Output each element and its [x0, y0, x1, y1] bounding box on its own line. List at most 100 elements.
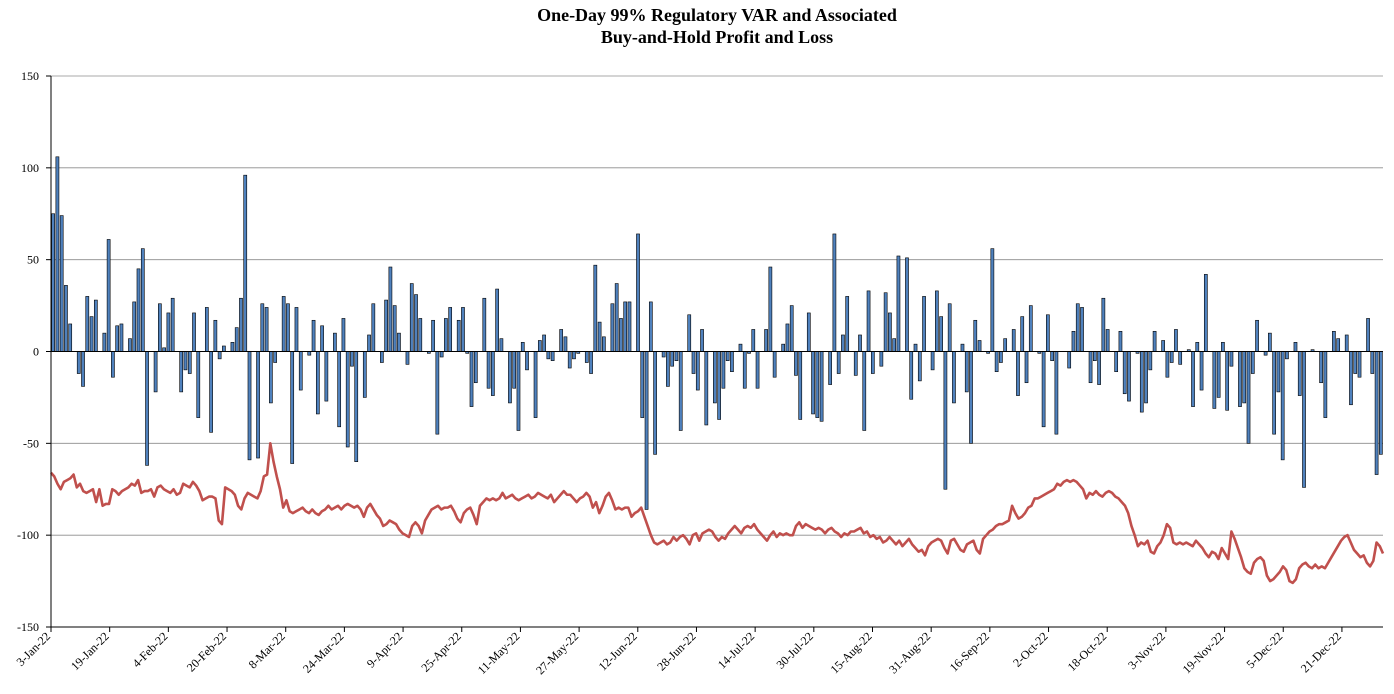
pnl-bar [495, 288, 499, 352]
pnl-bar [772, 351, 777, 378]
pnl-bar [320, 325, 324, 352]
pnl-bar [888, 312, 892, 352]
pnl-bar [1246, 351, 1251, 444]
pnl-bar [439, 351, 444, 358]
pnl-bar [1221, 342, 1225, 352]
pnl-bar [960, 343, 965, 352]
x-tick-label: 20-Feb-22 [184, 629, 229, 674]
pnl-bar [725, 351, 730, 361]
pnl-bar [533, 351, 538, 418]
pnl-bar [973, 319, 978, 352]
pnl-bar [1118, 330, 1123, 352]
x-tick-label: 11-May-22 [475, 629, 523, 677]
pnl-bar [781, 343, 786, 352]
pnl-bar [217, 351, 222, 360]
pnl-bar [350, 351, 354, 367]
pnl-bar [448, 307, 453, 352]
pnl-bar [1353, 351, 1358, 374]
pnl-bar [294, 307, 299, 352]
pnl-bar [1229, 351, 1234, 367]
pnl-bar [922, 296, 926, 352]
pnl-bar [994, 351, 999, 373]
pnl-bar [567, 351, 572, 369]
pnl-bar [1293, 342, 1298, 352]
pnl-bar [550, 351, 555, 361]
pnl-bar [713, 351, 717, 404]
x-tick-label: 18-Oct-22 [1065, 629, 1110, 674]
y-tick-label: -100 [17, 528, 39, 542]
pnl-bar [145, 351, 149, 466]
x-tick-label: 5-Dec-22 [1243, 629, 1285, 671]
pnl-bar [1276, 351, 1281, 393]
pnl-bar [879, 351, 884, 367]
pnl-bar [1144, 351, 1148, 404]
pnl-bar [717, 351, 721, 420]
pnl-bar [456, 319, 461, 352]
y-tick-label: -50 [23, 436, 39, 450]
pnl-bar [273, 351, 277, 363]
pnl-bar [930, 351, 935, 371]
pnl-bar [1238, 351, 1242, 407]
chart-title-line-1: One-Day 99% Regulatory VAR and Associate… [537, 5, 897, 25]
y-tick-label: 100 [21, 161, 39, 175]
pnl-bar [1199, 351, 1204, 391]
pnl-bar [1097, 351, 1101, 385]
pnl-bar [85, 296, 90, 352]
pnl-bar [1080, 307, 1084, 352]
pnl-bar [89, 316, 94, 352]
pnl-bar [819, 351, 824, 422]
pnl-bar [738, 343, 743, 352]
pnl-bar [115, 325, 120, 352]
x-tick-label: 2-Oct-22 [1010, 629, 1051, 670]
pnl-bar [1114, 351, 1119, 373]
pnl-bar [315, 351, 320, 415]
pnl-bar [1011, 329, 1016, 352]
pnl-bar [418, 318, 423, 352]
pnl-bar [1366, 318, 1370, 352]
pnl-bar [132, 301, 137, 352]
x-tick-label: 27-May-22 [533, 629, 581, 677]
pnl-bar [508, 351, 512, 404]
pnl-bar [384, 299, 388, 352]
pnl-bar [905, 257, 909, 352]
pnl-bar [1332, 330, 1336, 352]
pnl-bar [1152, 330, 1157, 352]
pnl-bar [853, 351, 858, 376]
pnl-bar [55, 156, 60, 352]
pnl-bar [230, 342, 235, 352]
var-line-group [50, 442, 1385, 585]
pnl-bar [1370, 351, 1375, 374]
pnl-bar [815, 351, 820, 418]
pnl-bar [1020, 316, 1025, 352]
pnl-bar [964, 351, 969, 393]
pnl-bar [952, 351, 956, 404]
pnl-bar [789, 305, 794, 352]
pnl-bar [661, 351, 666, 358]
pnl-bar [170, 297, 175, 352]
x-tick-label: 8-Mar-22 [246, 629, 288, 671]
pnl-bar [653, 351, 657, 455]
pnl-bar [209, 351, 213, 433]
pnl-bar [1046, 314, 1050, 352]
pnl-bar [755, 351, 760, 389]
pnl-bar [286, 303, 290, 352]
pnl-bar [943, 351, 948, 490]
x-tick-label: 28-Jun-22 [654, 629, 698, 673]
pnl-bar [1216, 351, 1221, 398]
pnl-bar [196, 351, 201, 418]
pnl-bar [836, 351, 841, 374]
pnl-bar [674, 351, 679, 361]
pnl-bar [1071, 330, 1076, 352]
pnl-bar [239, 297, 243, 352]
pnl-bar [704, 351, 709, 426]
pnl-bar [721, 351, 726, 389]
pnl-bar [572, 351, 576, 360]
pnl-bar [870, 351, 875, 374]
pnl-bar [204, 307, 209, 352]
pnl-bar [307, 351, 312, 356]
pnl-bar [281, 296, 286, 352]
pnl-bar [298, 351, 303, 391]
pnl-bar [1255, 319, 1259, 352]
pnl-bar [1016, 351, 1020, 396]
pnl-bar [1379, 351, 1383, 455]
